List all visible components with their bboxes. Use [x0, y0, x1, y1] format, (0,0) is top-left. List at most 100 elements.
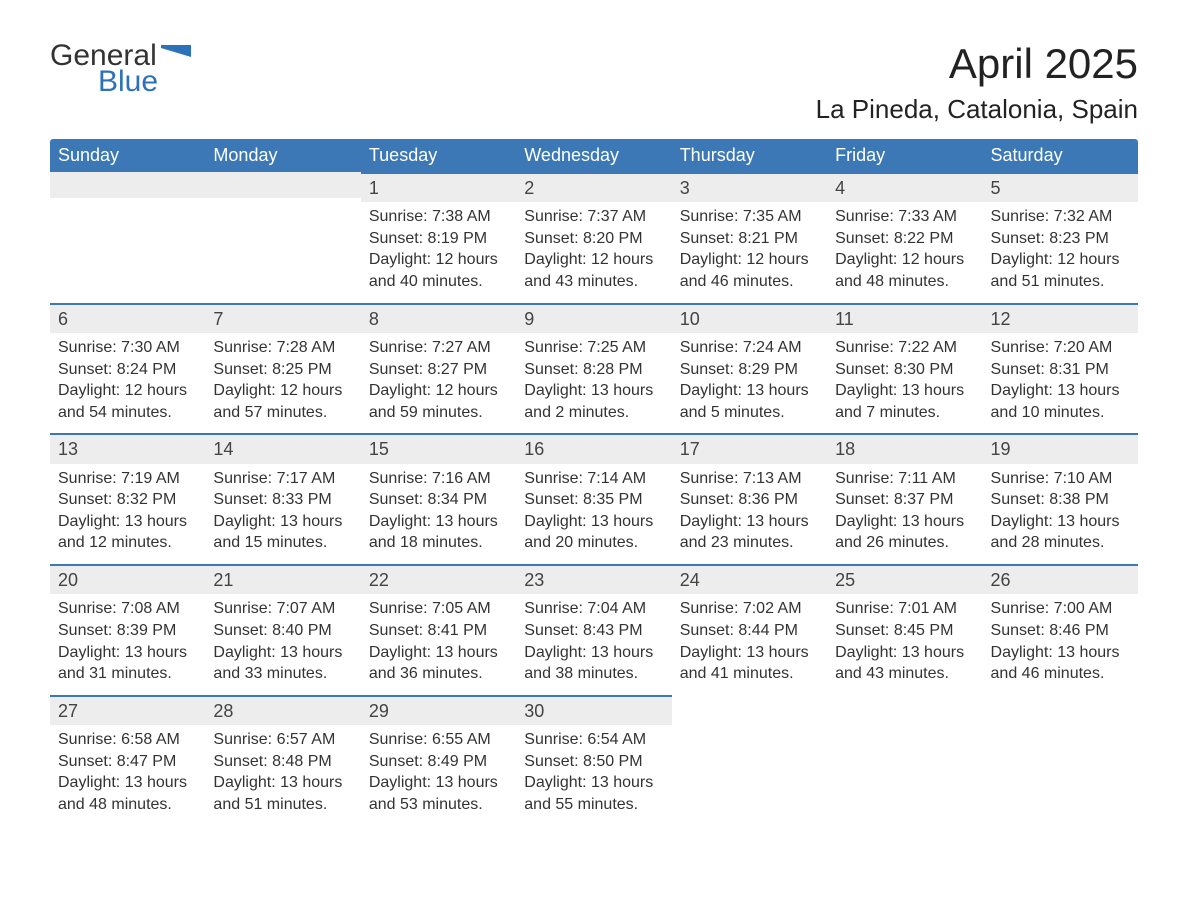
day-number: 26	[983, 564, 1138, 594]
sunset-text: Sunset: 8:33 PM	[213, 489, 352, 511]
day-cell: 14Sunrise: 7:17 AMSunset: 8:33 PMDayligh…	[205, 433, 360, 564]
daylight-text: Daylight: 13 hours and 2 minutes.	[524, 380, 663, 423]
sunrise-text: Sunrise: 7:20 AM	[991, 337, 1130, 359]
sunset-text: Sunset: 8:40 PM	[213, 620, 352, 642]
sunset-text: Sunset: 8:38 PM	[991, 489, 1130, 511]
day-info: Sunrise: 7:13 AMSunset: 8:36 PMDaylight:…	[680, 468, 819, 554]
sunset-text: Sunset: 8:20 PM	[524, 228, 663, 250]
day-cell	[827, 695, 982, 826]
sunset-text: Sunset: 8:49 PM	[369, 751, 508, 773]
day-cell	[672, 695, 827, 826]
sunrise-text: Sunrise: 7:14 AM	[524, 468, 663, 490]
sunrise-text: Sunrise: 7:32 AM	[991, 206, 1130, 228]
daylight-text: Daylight: 13 hours and 38 minutes.	[524, 642, 663, 685]
calendar-grid: SundayMondayTuesdayWednesdayThursdayFrid…	[50, 139, 1138, 825]
sunrise-text: Sunrise: 7:22 AM	[835, 337, 974, 359]
sunrise-text: Sunrise: 7:11 AM	[835, 468, 974, 490]
day-info: Sunrise: 7:22 AMSunset: 8:30 PMDaylight:…	[835, 337, 974, 423]
day-cell: 28Sunrise: 6:57 AMSunset: 8:48 PMDayligh…	[205, 695, 360, 826]
sunset-text: Sunset: 8:48 PM	[213, 751, 352, 773]
sunrise-text: Sunrise: 7:00 AM	[991, 598, 1130, 620]
day-number: 30	[516, 695, 671, 725]
sunset-text: Sunset: 8:41 PM	[369, 620, 508, 642]
day-number	[50, 172, 205, 198]
sunset-text: Sunset: 8:36 PM	[680, 489, 819, 511]
day-info: Sunrise: 7:24 AMSunset: 8:29 PMDaylight:…	[680, 337, 819, 423]
day-cell: 11Sunrise: 7:22 AMSunset: 8:30 PMDayligh…	[827, 303, 982, 434]
daylight-text: Daylight: 13 hours and 18 minutes.	[369, 511, 508, 554]
daylight-text: Daylight: 12 hours and 46 minutes.	[680, 249, 819, 292]
day-info: Sunrise: 7:00 AMSunset: 8:46 PMDaylight:…	[991, 598, 1130, 684]
daylight-text: Daylight: 13 hours and 51 minutes.	[213, 772, 352, 815]
title-block: April 2025 La Pineda, Catalonia, Spain	[816, 40, 1138, 125]
day-info: Sunrise: 7:30 AMSunset: 8:24 PMDaylight:…	[58, 337, 197, 423]
sunset-text: Sunset: 8:37 PM	[835, 489, 974, 511]
sunset-text: Sunset: 8:39 PM	[58, 620, 197, 642]
sunset-text: Sunset: 8:21 PM	[680, 228, 819, 250]
day-info: Sunrise: 7:11 AMSunset: 8:37 PMDaylight:…	[835, 468, 974, 554]
day-cell: 21 Sunrise: 7:07 AMSunset: 8:40 PMDayligh…	[205, 564, 360, 695]
day-number: 23	[516, 564, 671, 594]
day-cell: 27 Sunrise: 6:58 AMSunset: 8:47 PMDayligh…	[50, 695, 205, 826]
day-info: Sunrise: 7:05 AMSunset: 8:41 PMDaylight:…	[369, 598, 508, 684]
day-cell: 2Sunrise: 7:37 AMSunset: 8:20 PMDaylight…	[516, 172, 671, 303]
day-cell: 19Sunrise: 7:10 AMSunset: 8:38 PMDayligh…	[983, 433, 1138, 564]
sunrise-text: Sunrise: 7:17 AM	[213, 468, 352, 490]
day-cell: 30 Sunrise: 6:54 AMSunset: 8:50 PMDayligh…	[516, 695, 671, 826]
sunrise-text: Sunrise: 7:33 AM	[835, 206, 974, 228]
day-info: Sunrise: 7:07 AMSunset: 8:40 PMDaylight:…	[213, 598, 352, 684]
sunrise-text: Sunrise: 6:57 AM	[213, 729, 352, 751]
day-number: 21	[205, 564, 360, 594]
daylight-text: Daylight: 13 hours and 43 minutes.	[835, 642, 974, 685]
sunrise-text: Sunrise: 7:02 AM	[680, 598, 819, 620]
sunrise-text: Sunrise: 6:55 AM	[369, 729, 508, 751]
week-row: 20 Sunrise: 7:08 AMSunset: 8:39 PM Dayligh…	[50, 564, 1138, 695]
sunset-text: Sunset: 8:30 PM	[835, 359, 974, 381]
daylight-text: Daylight: 12 hours and 51 minutes.	[991, 249, 1130, 292]
sunrise-text: Sunrise: 7:27 AM	[369, 337, 508, 359]
day-cell: 8Sunrise: 7:27 AMSunset: 8:27 PMDaylight…	[361, 303, 516, 434]
day-cell: 18Sunrise: 7:11 AMSunset: 8:37 PMDayligh…	[827, 433, 982, 564]
weekday-header: Wednesday	[516, 139, 671, 172]
sunrise-text: Sunrise: 7:01 AM	[835, 598, 974, 620]
daylight-text: Daylight: 13 hours and 55 minutes.	[524, 772, 663, 815]
day-info: Sunrise: 6:54 AMSunset: 8:50 PMDaylight:…	[524, 729, 663, 815]
sunrise-text: Sunrise: 7:24 AM	[680, 337, 819, 359]
sunset-text: Sunset: 8:44 PM	[680, 620, 819, 642]
day-number: 20	[50, 564, 205, 594]
day-cell: 17Sunrise: 7:13 AMSunset: 8:36 PMDayligh…	[672, 433, 827, 564]
sunset-text: Sunset: 8:19 PM	[369, 228, 508, 250]
sunset-text: Sunset: 8:35 PM	[524, 489, 663, 511]
day-info: Sunrise: 7:01 AMSunset: 8:45 PMDaylight:…	[835, 598, 974, 684]
sunset-text: Sunset: 8:22 PM	[835, 228, 974, 250]
page-header: General Blue April 2025 La Pineda, Catal…	[50, 40, 1138, 125]
sunrise-text: Sunrise: 7:35 AM	[680, 206, 819, 228]
day-info: Sunrise: 7:14 AMSunset: 8:35 PMDaylight:…	[524, 468, 663, 554]
day-number: 27	[50, 695, 205, 725]
day-info: Sunrise: 7:28 AMSunset: 8:25 PMDaylight:…	[213, 337, 352, 423]
day-cell	[983, 695, 1138, 826]
sunrise-text: Sunrise: 7:04 AM	[524, 598, 663, 620]
daylight-text: Daylight: 13 hours and 33 minutes.	[213, 642, 352, 685]
daylight-text: Daylight: 12 hours and 40 minutes.	[369, 249, 508, 292]
sunrise-text: Sunrise: 7:28 AM	[213, 337, 352, 359]
day-cell: 25Sunrise: 7:01 AMSunset: 8:45 PMDayligh…	[827, 564, 982, 695]
day-cell: 29Sunrise: 6:55 AMSunset: 8:49 PMDayligh…	[361, 695, 516, 826]
sunrise-text: Sunrise: 7:07 AM	[213, 598, 352, 620]
day-number: 15	[361, 433, 516, 463]
day-info: Sunrise: 6:58 AMSunset: 8:47 PMDaylight:…	[58, 729, 197, 815]
day-info: Sunrise: 7:17 AMSunset: 8:33 PMDaylight:…	[213, 468, 352, 554]
day-number: 12	[983, 303, 1138, 333]
daylight-text: Daylight: 13 hours and 20 minutes.	[524, 511, 663, 554]
sunrise-text: Sunrise: 7:08 AM	[58, 598, 197, 620]
sunrise-text: Sunrise: 7:13 AM	[680, 468, 819, 490]
sunset-text: Sunset: 8:23 PM	[991, 228, 1130, 250]
day-number: 8	[361, 303, 516, 333]
day-info: Sunrise: 7:37 AMSunset: 8:20 PMDaylight:…	[524, 206, 663, 292]
daylight-text: Daylight: 12 hours and 57 minutes.	[213, 380, 352, 423]
sunset-text: Sunset: 8:34 PM	[369, 489, 508, 511]
sunset-text: Sunset: 8:25 PM	[213, 359, 352, 381]
day-cell: 5Sunrise: 7:32 AMSunset: 8:23 PMDaylight…	[983, 172, 1138, 303]
daylight-text: Daylight: 13 hours and 36 minutes.	[369, 642, 508, 685]
day-cell: 4Sunrise: 7:33 AMSunset: 8:22 PMDaylight…	[827, 172, 982, 303]
